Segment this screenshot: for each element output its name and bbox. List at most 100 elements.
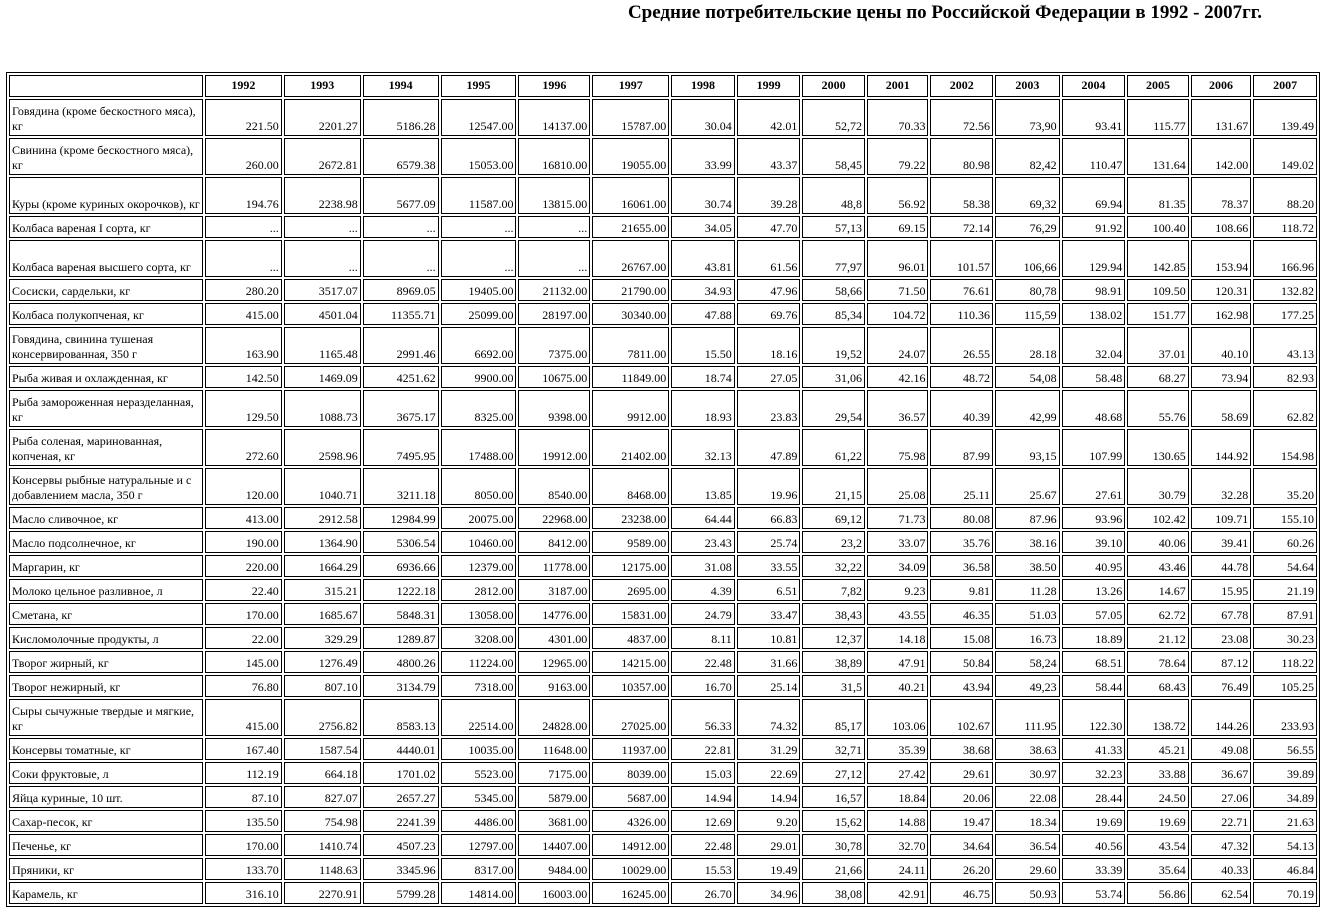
price-cell: 17488.00 [440, 429, 517, 466]
price-cell: 33.47 [736, 603, 801, 625]
price-cell: 36.54 [995, 834, 1060, 856]
price-cell: 88.20 [1253, 177, 1317, 214]
price-cell: 12965.00 [518, 651, 591, 673]
price-cell: 163.90 [204, 327, 282, 364]
price-cell: 80.98 [930, 138, 994, 175]
price-cell: 46.84 [1253, 858, 1317, 880]
price-cell: 38,08 [802, 882, 865, 904]
product-label: Карамель, кг [9, 882, 203, 904]
price-cell: 21,66 [802, 858, 865, 880]
price-cell: 6579.38 [362, 138, 439, 175]
price-cell: 151.77 [1127, 303, 1189, 325]
price-cell: 131.64 [1127, 138, 1189, 175]
price-cell: 5848.31 [362, 603, 439, 625]
price-cell: 1701.02 [362, 762, 439, 784]
price-cell: 50.93 [995, 882, 1060, 904]
price-cell: 78.64 [1127, 651, 1189, 673]
price-cell: 10035.00 [440, 738, 517, 760]
price-cell: 15.08 [930, 627, 994, 649]
price-cell: 35.39 [866, 738, 929, 760]
price-cell: 4301.00 [518, 627, 591, 649]
price-cell: 3517.07 [283, 279, 361, 301]
price-cell: ... [362, 240, 439, 277]
price-cell: 40.21 [866, 675, 929, 697]
price-cell: 43.54 [1127, 834, 1189, 856]
price-cell: 3345.96 [362, 858, 439, 880]
price-cell: 2201.27 [283, 99, 361, 136]
table-row: Сахар-песок, кг 135.50 754.98 2241.39 4486.0… [9, 810, 1317, 832]
table-row: Яйца куриные, 10 шт. 87.10 827.07 2657.27 53… [9, 786, 1317, 808]
price-cell: 8039.00 [592, 762, 670, 784]
price-cell: 27.05 [736, 366, 801, 388]
price-cell: 52,72 [802, 99, 865, 136]
price-cell: 22.71 [1190, 810, 1252, 832]
product-label: Куры (кроме куриных окорочков), кг [9, 177, 203, 214]
price-cell: 40.10 [1190, 327, 1252, 364]
price-cell: 36.57 [866, 390, 929, 427]
price-cell: 2991.46 [362, 327, 439, 364]
product-label: Говядина (кроме бескостного мяса), кг [9, 99, 203, 136]
product-label: Рыба замороженная неразделанная, кг [9, 390, 203, 427]
price-cell: 5345.00 [440, 786, 517, 808]
price-cell: 162.98 [1190, 303, 1252, 325]
price-cell: 10029.00 [592, 858, 670, 880]
price-cell: 115,59 [995, 303, 1060, 325]
price-cell: 21655.00 [592, 216, 670, 238]
page: Средние потребительские цены по Российск… [6, 2, 1320, 907]
price-cell: 87.10 [204, 786, 282, 808]
product-label: Рыба соленая, маринованная, копченая, кг [9, 429, 203, 466]
price-cell: 102.67 [930, 699, 994, 736]
price-cell: 8.11 [671, 627, 735, 649]
price-cell: 24.50 [1127, 786, 1189, 808]
price-cell: 22.40 [204, 579, 282, 601]
corner-cell [9, 75, 203, 97]
price-cell: 56.55 [1253, 738, 1317, 760]
price-cell: 69,32 [995, 177, 1060, 214]
price-cell: 38,43 [802, 603, 865, 625]
price-cell: 58,66 [802, 279, 865, 301]
price-cell: 54.13 [1253, 834, 1317, 856]
year-header: 1995 [440, 75, 517, 97]
price-cell: 9900.00 [440, 366, 517, 388]
price-cell: 27,12 [802, 762, 865, 784]
price-cell: 40.95 [1061, 555, 1126, 577]
price-cell: 14137.00 [518, 99, 591, 136]
price-cell: 35.76 [930, 531, 994, 553]
price-cell: 109.71 [1190, 507, 1252, 529]
year-header: 1994 [362, 75, 439, 97]
price-cell: 107.99 [1061, 429, 1126, 466]
price-cell: 42.16 [866, 366, 929, 388]
price-cell: 4251.62 [362, 366, 439, 388]
price-cell: 43.46 [1127, 555, 1189, 577]
price-cell: 10.81 [736, 627, 801, 649]
price-cell: 8317.00 [440, 858, 517, 880]
price-cell: 9484.00 [518, 858, 591, 880]
price-cell: 33.99 [671, 138, 735, 175]
price-cell: 13815.00 [518, 177, 591, 214]
price-cell: 32,22 [802, 555, 865, 577]
price-cell: 104.72 [866, 303, 929, 325]
price-cell: 131.67 [1190, 99, 1252, 136]
price-cell: 22968.00 [518, 507, 591, 529]
price-cell: 1364.90 [283, 531, 361, 553]
table-row: Соки фруктовые, л 112.19 664.18 1701.02 5523… [9, 762, 1317, 784]
price-cell: 30.79 [1127, 468, 1189, 505]
price-cell: 85,17 [802, 699, 865, 736]
price-cell: ... [283, 240, 361, 277]
price-cell: ... [518, 240, 591, 277]
product-label: Кисломолочные продукты, л [9, 627, 203, 649]
table-row: Масло подсолнечное, кг 190.00 1364.90 5306.… [9, 531, 1317, 553]
price-cell: 34.93 [671, 279, 735, 301]
price-cell: 25.08 [866, 468, 929, 505]
table-row: Рыба замороженная неразделанная, кг 129.5… [9, 390, 1317, 427]
price-cell: 21402.00 [592, 429, 670, 466]
price-cell: 1040.71 [283, 468, 361, 505]
price-cell: 220.00 [204, 555, 282, 577]
price-cell: 5677.09 [362, 177, 439, 214]
year-header: 2005 [1127, 75, 1189, 97]
table-row: Кисломолочные продукты, л 22.00 329.29 1289… [9, 627, 1317, 649]
price-cell: 21.19 [1253, 579, 1317, 601]
year-header: 1999 [736, 75, 801, 97]
price-cell: 7,82 [802, 579, 865, 601]
price-cell: 14215.00 [592, 651, 670, 673]
